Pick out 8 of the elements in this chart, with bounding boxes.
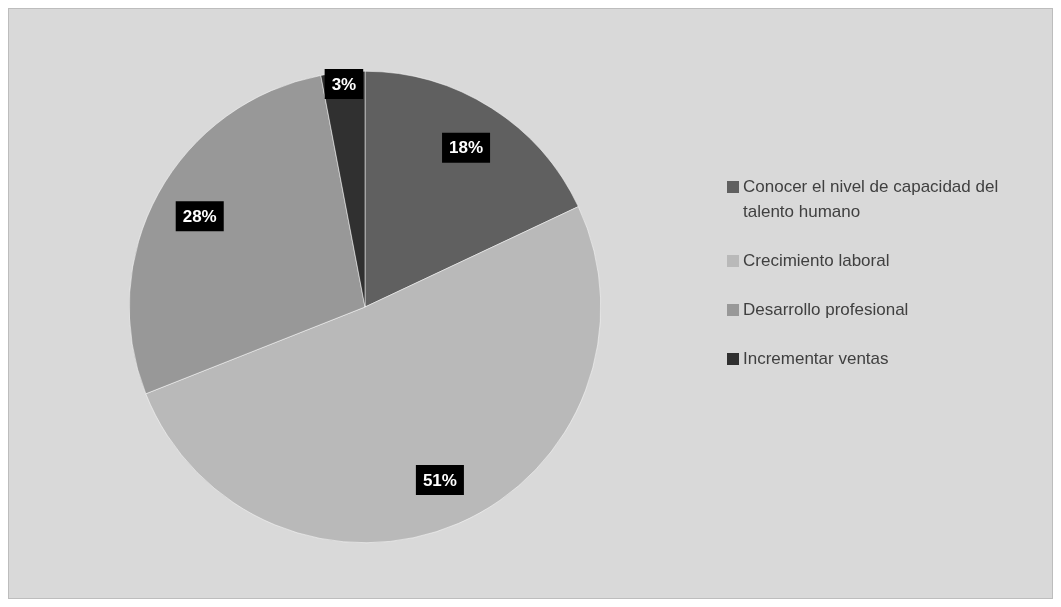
legend-label: Conocer el nivel de capacidad del talento humano [743,176,1000,223]
data-label: 3% [331,74,357,94]
data-label: 28% [182,206,217,226]
data-label: 18% [449,138,484,158]
legend-label: Desarrollo profesional [743,299,909,321]
legend-label: Incrementar ventas [743,348,889,370]
data-label: 51% [422,470,457,490]
legend-label: Crecimiento laboral [743,250,890,272]
